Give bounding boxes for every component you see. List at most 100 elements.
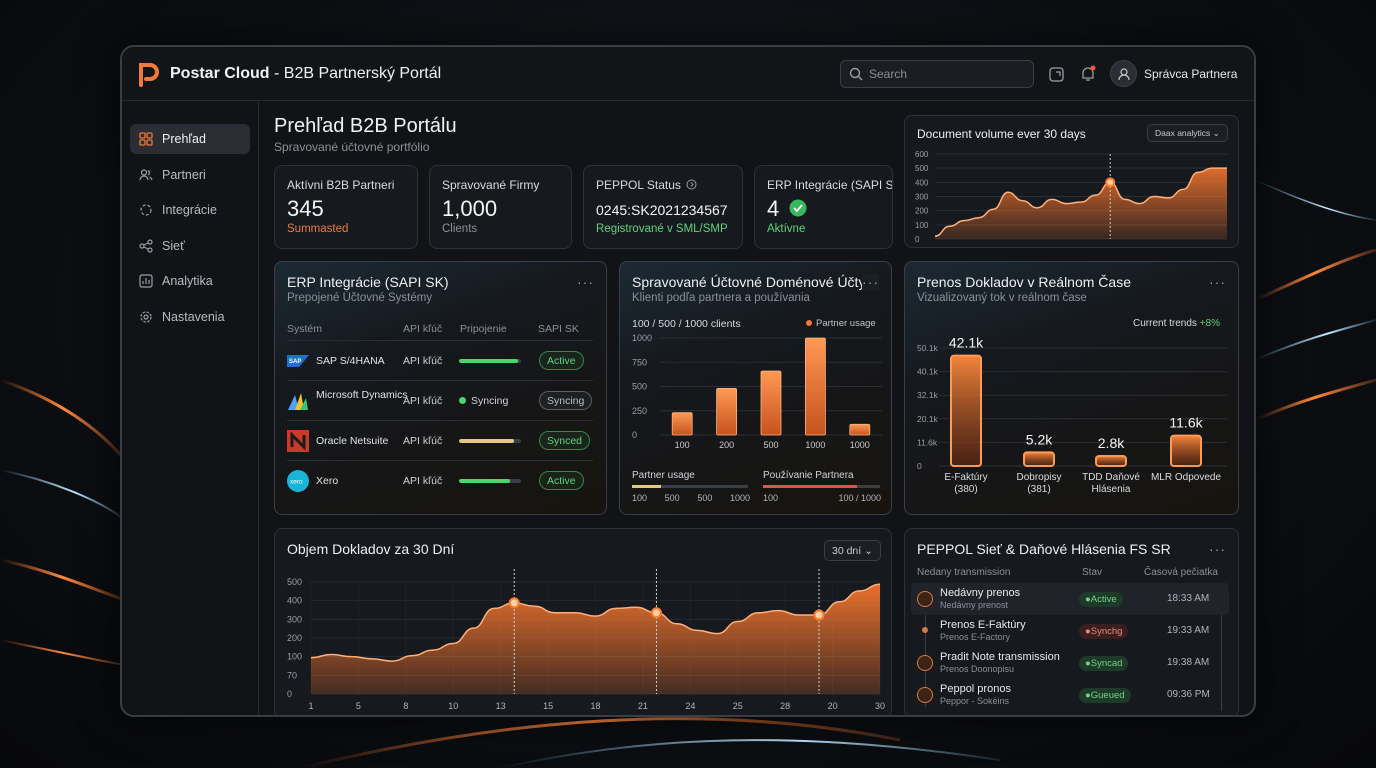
x-tick-label: 30 bbox=[875, 701, 885, 711]
document-icon bbox=[917, 591, 933, 607]
more-options-icon[interactable]: ··· bbox=[1209, 274, 1226, 290]
y-tick-label: 1000 bbox=[632, 333, 652, 343]
kpi-title: PEPPOL Status bbox=[596, 178, 697, 192]
system-name: Oracle Netsuite bbox=[316, 435, 389, 447]
more-options-icon[interactable]: ··· bbox=[862, 274, 879, 290]
x-tick-label: 1000 bbox=[850, 440, 870, 450]
x-tick-label: 28 bbox=[780, 701, 790, 711]
transmission-row[interactable]: Prenos E-Faktúry Prenos E-Factory ● Sync… bbox=[911, 615, 1229, 647]
table-row[interactable]: xero Xero API kľúč Active bbox=[287, 460, 593, 500]
more-options-icon[interactable]: ··· bbox=[577, 274, 594, 290]
x-tick-label: (381) bbox=[1027, 484, 1050, 495]
kpi-value: 345 bbox=[287, 196, 324, 221]
top-bar: Postar Cloud - B2B Partnerský Portál bbox=[122, 47, 1254, 101]
y-tick-label: 200 bbox=[915, 207, 929, 216]
timestamp: 09:36 PM bbox=[1167, 689, 1210, 700]
sidebar-item-prehlad[interactable]: Prehľad bbox=[130, 124, 250, 154]
x-tick-label: 1 bbox=[308, 701, 313, 711]
y-tick-label: 300 bbox=[915, 193, 929, 202]
kpi-card-peppol[interactable]: PEPPOL Status 0245:SK2021234567 Registro… bbox=[583, 165, 743, 249]
page-title: Prehľad B2B Portálu bbox=[274, 115, 457, 137]
kpi-card-erp[interactable]: ERP Integrácie (SAPI SK) 4 Aktívne bbox=[754, 165, 893, 249]
column-header: SAPI SK bbox=[538, 323, 579, 335]
x-tick-label: 5 bbox=[356, 701, 361, 711]
peppol-network-panel: PEPPOL Sieť & Daňové Hlásenia FS SR ··· … bbox=[904, 528, 1239, 715]
kpi-subtext: Aktívne bbox=[767, 223, 806, 235]
connection-progress bbox=[459, 479, 521, 483]
sidebar-item-partneri[interactable]: Partneri bbox=[130, 160, 250, 190]
more-options-icon[interactable]: ··· bbox=[1209, 541, 1226, 557]
column-header: Pripojenie bbox=[460, 323, 507, 335]
y-tick-label: 0 bbox=[632, 430, 637, 440]
search-input[interactable]: Search bbox=[840, 60, 1034, 88]
series-line bbox=[934, 167, 1227, 237]
panel-title: Document volume ever 30 days bbox=[917, 127, 1086, 141]
bar bbox=[1170, 434, 1202, 467]
transmission-row[interactable]: Nedávny prenos Nedávny prenost ● Active … bbox=[911, 583, 1229, 615]
sidebar-item-integracie[interactable]: Integrácie bbox=[130, 195, 250, 225]
sidebar-item-nastavenia[interactable]: Nastavenia bbox=[130, 302, 250, 332]
table-row[interactable]: Microsoft Dynamics API kľúč Syncing Sync… bbox=[287, 380, 593, 420]
share-icon[interactable] bbox=[1048, 65, 1066, 83]
period-dropdown[interactable]: 30 dní ⌄ bbox=[824, 540, 881, 561]
x-tick-label: 13 bbox=[496, 701, 506, 711]
scrollbar-track[interactable] bbox=[1221, 587, 1222, 711]
status-dot-icon bbox=[459, 397, 466, 404]
table-row[interactable]: Oracle Netsuite API kľúč Synced bbox=[287, 420, 593, 460]
svg-text:SAP: SAP bbox=[289, 359, 301, 365]
document-icon bbox=[917, 655, 933, 671]
kpi-title: ERP Integrácie (SAPI SK) bbox=[767, 178, 893, 192]
bar bbox=[849, 423, 871, 436]
status-badge: ● Synchg bbox=[1079, 624, 1129, 639]
column-header: API kľúč bbox=[403, 323, 443, 335]
x-tick-label: 20 bbox=[828, 701, 838, 711]
connection-progress bbox=[459, 439, 521, 443]
usage-label: Používanie Partnera bbox=[763, 470, 854, 481]
bar bbox=[760, 370, 782, 436]
bar bbox=[716, 388, 737, 436]
y-tick-label: 500 bbox=[632, 382, 647, 392]
y-tick-label: 0 bbox=[287, 689, 292, 699]
y-tick-label: 11.6k bbox=[917, 437, 938, 447]
table-row[interactable]: SAP SAP S/4HANA API kľúč Active bbox=[287, 340, 593, 380]
x-tick-label: Hlásenia bbox=[1092, 484, 1131, 495]
avatar[interactable] bbox=[1110, 60, 1137, 87]
x-tick-label: E-Faktúry bbox=[944, 472, 987, 483]
data-label: 42.1k bbox=[949, 335, 984, 351]
area-fill bbox=[935, 168, 1227, 239]
x-tick-label: 10 bbox=[448, 701, 458, 711]
xero-logo-icon: xero bbox=[287, 470, 309, 492]
sidebar-item-analytika[interactable]: Analytika bbox=[130, 266, 250, 296]
transmission-row[interactable]: Peppol pronos Peppor - Sokéins ● Gueued … bbox=[911, 679, 1229, 711]
user-name[interactable]: Správca Partnera bbox=[1144, 67, 1238, 81]
y-tick-label: 200 bbox=[287, 633, 302, 643]
x-tick-label: 200 bbox=[719, 440, 734, 450]
transmission-title: Nedávny prenos bbox=[940, 587, 1021, 599]
page-subtitle: Spravované účtovné portfólio bbox=[274, 140, 430, 154]
y-tick-label: 100 bbox=[915, 221, 929, 230]
doc-volume-mini-card: Document volume ever 30 days Daax analyt… bbox=[904, 115, 1239, 248]
y-tick-label: 70 bbox=[287, 670, 297, 680]
sidebar-item-siet[interactable]: Sieť bbox=[130, 231, 250, 261]
timeline-dot-icon bbox=[922, 627, 928, 633]
kpi-card-partners[interactable]: Aktívni B2B Partneri 345 Summasted bbox=[274, 165, 418, 249]
status-badge: ● Syncad bbox=[1079, 656, 1129, 671]
transmission-title: Peppol pronos bbox=[940, 683, 1011, 695]
status-badge: Syncing bbox=[539, 391, 593, 410]
grid-icon bbox=[139, 132, 153, 146]
sap-logo-icon: SAP bbox=[287, 355, 309, 367]
kpi-value: 0245:SK2021234567 bbox=[596, 202, 728, 218]
svg-text:xero: xero bbox=[290, 479, 303, 486]
bell-icon[interactable] bbox=[1079, 65, 1097, 83]
kpi-card-firms[interactable]: Spravované Firmy 1,000 Clients bbox=[429, 165, 572, 249]
data-point bbox=[650, 607, 662, 619]
partner-usage-bar bbox=[632, 485, 748, 488]
column-header: Časová pečiatka bbox=[1144, 567, 1218, 578]
kpi-subtext: Clients bbox=[442, 223, 478, 235]
y-tick-label: 20.1k bbox=[917, 414, 939, 424]
transmission-row[interactable]: Pradit Note transmission Prenos Doonopis… bbox=[911, 647, 1229, 679]
integration-icon bbox=[140, 204, 152, 216]
analytics-dropdown[interactable]: Daax analytics ⌄ bbox=[1147, 124, 1228, 142]
erp-integrations-panel: ERP Integrácie (SAPI SK) Prepojené Účtov… bbox=[274, 261, 607, 515]
